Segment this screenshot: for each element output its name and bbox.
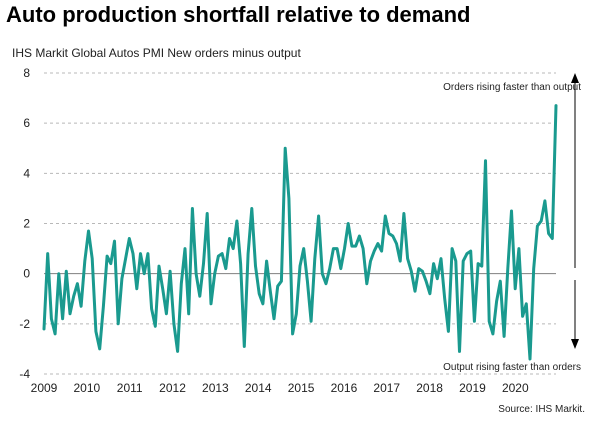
y-tick-label: 8 — [23, 66, 30, 80]
x-tick-label: 2014 — [245, 381, 272, 395]
series-layer — [42, 104, 558, 361]
annotation-top: Orders rising faster than output — [443, 82, 581, 93]
gridlines — [44, 72, 556, 375]
x-tick-labels: 2009 2010 2011 2012 2013 2014 2015 2016 2017 2018… — [31, 381, 529, 395]
y-tick-label: 2 — [23, 217, 30, 231]
annotation-arrows — [571, 73, 579, 349]
x-tick-label: 2019 — [459, 381, 486, 395]
chart-subtitle: IHS Markit Global Autos PMI New orders m… — [12, 46, 301, 60]
x-tick-label: 2020 — [502, 381, 529, 395]
source-note: Source: IHS Markit. — [498, 404, 585, 415]
series-line — [42, 104, 558, 361]
chart-title: Auto production shortfall relative to de… — [6, 2, 471, 27]
x-tick-label: 2015 — [288, 381, 315, 395]
y-tick-labels: -4 -2 0 2 4 6 8 — [19, 66, 30, 381]
y-tick-label: 0 — [23, 267, 30, 281]
x-tick-label: 2013 — [202, 381, 229, 395]
x-tick-label: 2016 — [331, 381, 358, 395]
x-tick-label: 2009 — [31, 381, 58, 395]
y-tick-label: 4 — [23, 166, 30, 180]
arrow-up-head — [571, 73, 579, 83]
y-tick-label: 6 — [23, 116, 30, 130]
x-tick-label: 2018 — [416, 381, 443, 395]
x-tick-label: 2010 — [73, 381, 100, 395]
x-tick-label: 2017 — [373, 381, 400, 395]
y-tick-label: -2 — [19, 317, 30, 331]
x-tick-label: 2012 — [159, 381, 186, 395]
arrow-down-head — [571, 339, 579, 349]
x-tick-label: 2011 — [117, 381, 143, 395]
annotation-bottom: Output rising faster than orders — [443, 362, 581, 373]
y-tick-label: -4 — [19, 367, 30, 381]
